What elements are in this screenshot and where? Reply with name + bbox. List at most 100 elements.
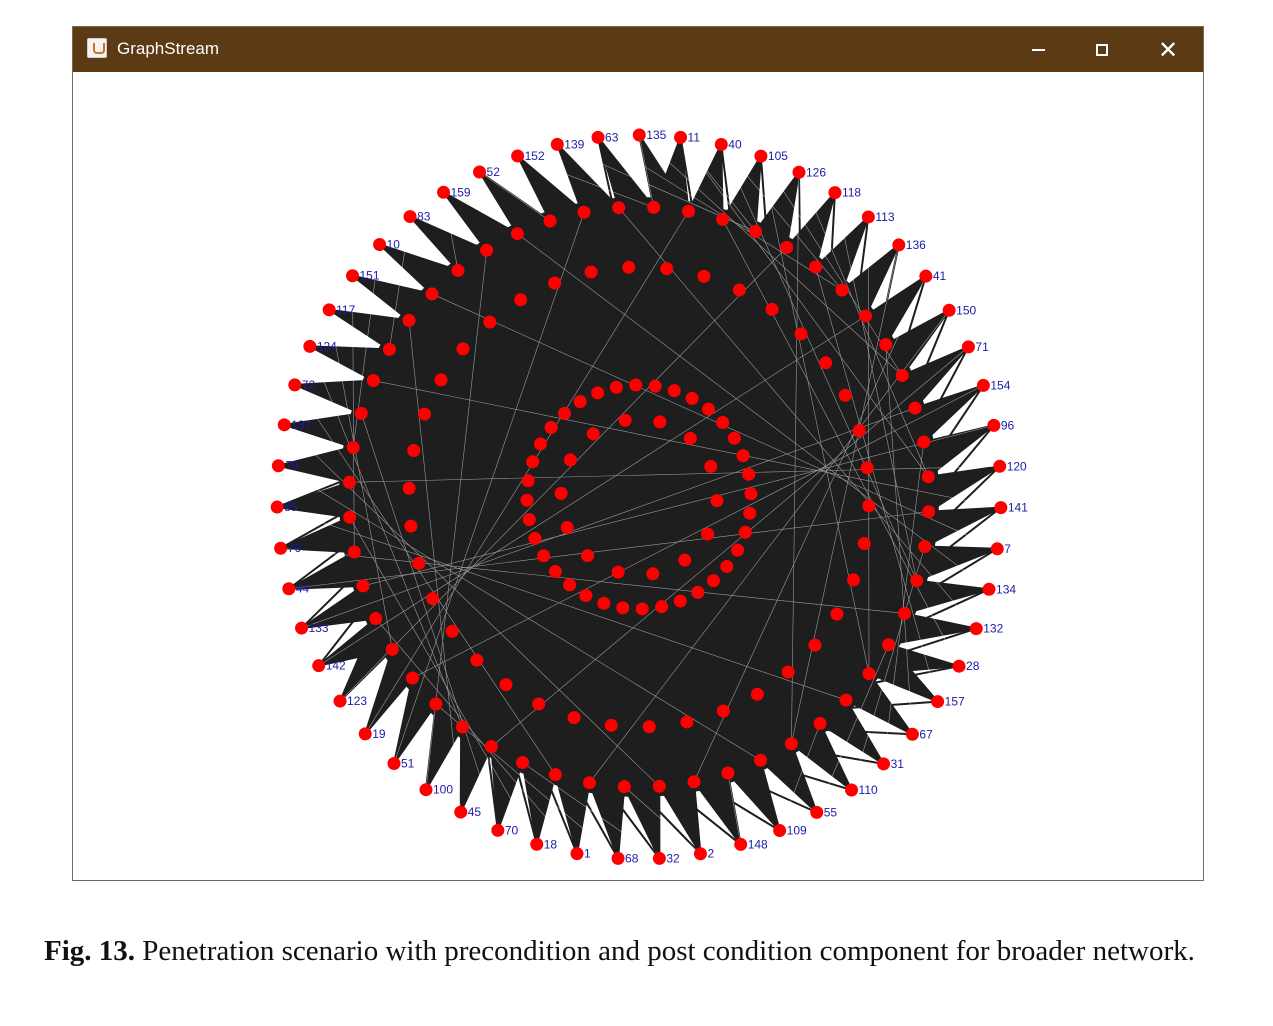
mid-node <box>642 720 656 734</box>
inner-node <box>563 453 577 467</box>
node-label: 45 <box>468 805 482 819</box>
mid-node <box>721 766 735 780</box>
node-label: 10 <box>387 238 401 252</box>
maximize-button[interactable] <box>1071 27 1133 72</box>
outer-node <box>419 783 433 797</box>
edge-gap <box>375 618 578 854</box>
edge-gap <box>364 211 689 734</box>
network-graph[interactable]: 135 1140105126118113136411507115496120141… <box>73 72 1203 880</box>
outer-node <box>277 418 291 432</box>
mid-node <box>809 260 823 274</box>
edge-gap <box>491 346 969 747</box>
edge-fan <box>901 345 970 410</box>
inner-node <box>618 413 632 427</box>
inner-node <box>609 380 623 394</box>
node-label: 132 <box>983 622 1003 636</box>
title-bar[interactable]: GraphStream ✕ <box>73 27 1203 72</box>
outer-node <box>892 238 906 252</box>
inner-node <box>573 395 587 409</box>
maximize-icon <box>1096 43 1108 56</box>
graph-canvas[interactable]: 135 11 40 105 126 118 113 136 41 150 71 154 96 120 141… <box>73 72 1203 880</box>
node-label: 28 <box>966 659 980 673</box>
outer-node <box>919 269 933 283</box>
edge-mass <box>339 197 939 797</box>
outer-node <box>976 378 990 392</box>
outer-node <box>473 165 487 179</box>
mid-node <box>412 556 426 570</box>
node-label: 100 <box>433 783 453 797</box>
edge-gap <box>328 309 393 650</box>
outer-node <box>403 210 417 224</box>
edge <box>424 321 491 790</box>
mid-node <box>484 740 498 754</box>
node-label: 142 <box>326 659 346 673</box>
inner-node <box>720 559 734 573</box>
edge-gap <box>680 137 756 232</box>
edge <box>409 215 855 581</box>
node-label: 70 <box>505 823 519 837</box>
edge-gap <box>868 216 870 674</box>
edge-fan <box>288 550 365 590</box>
edge-gap <box>618 207 977 629</box>
close-icon: ✕ <box>1157 35 1179 64</box>
mid-node <box>577 205 591 219</box>
minimize-button[interactable] <box>1007 27 1069 72</box>
mid-node <box>652 779 666 793</box>
inner-node <box>691 585 705 599</box>
node-label: 133 <box>309 621 329 635</box>
edge <box>294 383 846 397</box>
mid-node <box>385 642 399 656</box>
mid-node <box>750 687 764 701</box>
edge-fan <box>758 742 818 814</box>
node-label: 151 <box>360 269 380 283</box>
mid-node <box>857 536 871 550</box>
inner-node <box>533 437 547 451</box>
edge-fan <box>351 274 434 322</box>
outer-node <box>274 541 288 555</box>
edge <box>284 361 826 426</box>
mid-node <box>480 243 494 257</box>
edge-fan <box>814 216 870 292</box>
outer-node <box>987 418 1001 432</box>
mid-node <box>483 315 497 329</box>
outer-node <box>570 847 584 861</box>
edge <box>516 155 790 673</box>
edge-fan <box>393 675 438 765</box>
mid-node <box>622 260 636 274</box>
mid-node <box>852 424 866 438</box>
close-button[interactable]: ✕ <box>1137 27 1199 72</box>
node-label: 41 <box>933 269 947 283</box>
edge-fan <box>902 579 990 615</box>
node-label: 148 <box>748 837 768 851</box>
edge-gap <box>280 547 905 614</box>
edge-fan <box>409 215 489 272</box>
mid-node <box>470 653 484 667</box>
mid-node <box>582 776 596 790</box>
mid-node <box>835 283 849 297</box>
inner-node <box>701 402 715 416</box>
edge <box>787 506 1002 673</box>
inner-node <box>655 600 669 614</box>
edge-fan <box>726 758 781 832</box>
outer-node <box>530 837 544 851</box>
edge-fan <box>328 308 411 351</box>
outer-node <box>994 501 1008 515</box>
mid-node <box>819 356 833 370</box>
inner-node <box>743 506 757 520</box>
node-label: 71 <box>975 340 989 354</box>
edge-fan <box>785 191 836 269</box>
edge-gap <box>408 320 462 813</box>
outer-node <box>969 622 983 636</box>
mid-node <box>918 540 932 554</box>
mid-node <box>604 718 618 732</box>
outer-node <box>952 659 966 673</box>
edge <box>278 332 802 467</box>
graphstream-window: GraphStream ✕ 135 11 40 105 126 118 113 136 41 15… <box>72 26 1204 881</box>
edge-fan <box>922 424 995 479</box>
edge-fan <box>300 584 378 630</box>
node-label: 117 <box>336 303 355 317</box>
outer-node <box>550 137 564 151</box>
outer-node <box>295 621 309 635</box>
edge <box>317 266 630 667</box>
inner-node <box>678 553 692 567</box>
